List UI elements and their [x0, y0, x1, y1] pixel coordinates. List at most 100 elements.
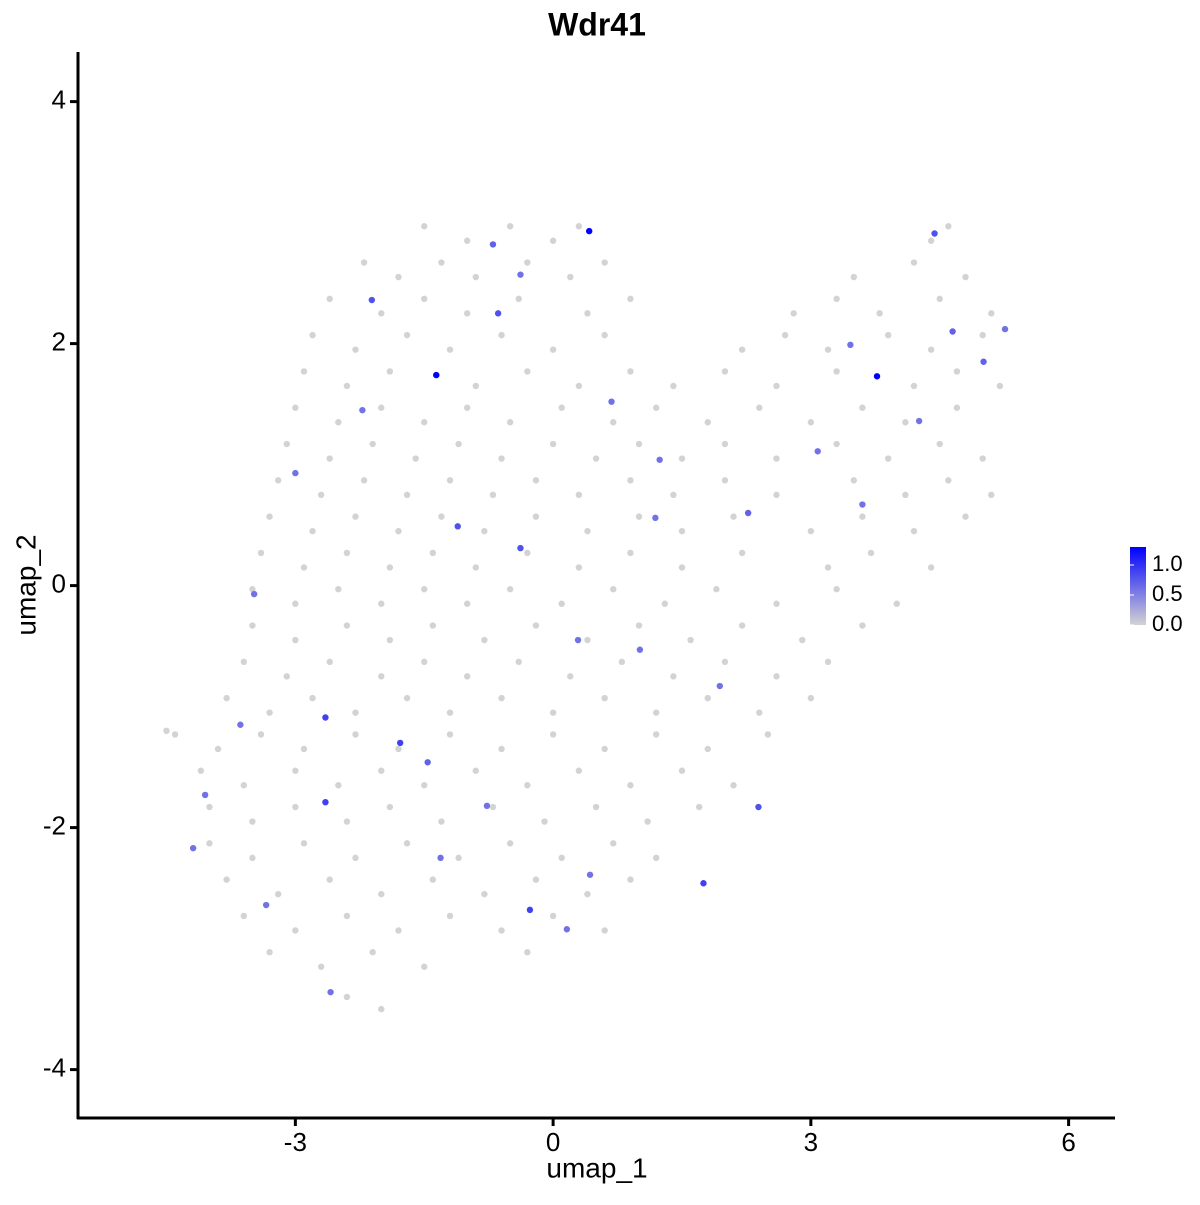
point	[962, 273, 969, 281]
point	[773, 600, 780, 607]
point	[343, 549, 351, 557]
point	[360, 259, 368, 266]
point	[936, 295, 943, 303]
point	[532, 876, 540, 883]
point	[292, 767, 299, 774]
point	[586, 871, 594, 878]
point	[927, 346, 935, 353]
point	[343, 382, 351, 390]
point	[927, 237, 935, 244]
point	[429, 876, 437, 883]
point	[575, 767, 583, 774]
point	[988, 310, 995, 317]
point	[635, 513, 643, 520]
point	[756, 709, 763, 716]
point	[541, 818, 548, 825]
point	[601, 745, 608, 753]
point	[395, 273, 402, 281]
point	[678, 455, 686, 462]
point	[463, 600, 471, 607]
point	[498, 331, 505, 339]
point	[549, 346, 557, 353]
point	[859, 513, 866, 520]
point	[558, 854, 565, 862]
point	[369, 949, 376, 956]
point	[610, 586, 617, 593]
point	[274, 890, 282, 898]
point	[343, 818, 351, 825]
point	[807, 419, 815, 426]
point	[403, 694, 411, 702]
point	[395, 927, 402, 934]
point	[713, 586, 720, 593]
point	[506, 586, 514, 593]
point	[506, 840, 514, 847]
point	[610, 419, 617, 426]
point	[266, 709, 273, 716]
y-axis-label: umap_2	[10, 534, 41, 635]
point	[532, 513, 540, 520]
point	[463, 310, 471, 317]
point	[515, 658, 522, 666]
point	[949, 328, 956, 335]
point	[915, 417, 923, 425]
point	[756, 404, 763, 411]
point	[472, 564, 479, 571]
point	[446, 731, 454, 738]
point	[335, 586, 342, 593]
point	[421, 419, 428, 426]
point	[322, 798, 329, 806]
point	[592, 803, 600, 811]
point	[257, 549, 265, 557]
point	[292, 404, 299, 411]
point	[455, 854, 462, 862]
point	[678, 527, 686, 535]
point	[421, 223, 428, 230]
point	[601, 694, 608, 702]
point	[472, 767, 479, 774]
point	[558, 600, 565, 607]
point	[438, 259, 445, 266]
point	[979, 455, 986, 462]
point	[833, 440, 840, 448]
point	[563, 926, 571, 933]
point	[524, 368, 531, 375]
point	[437, 854, 444, 862]
point	[773, 673, 780, 680]
point	[292, 469, 299, 477]
point	[481, 527, 488, 535]
point	[359, 406, 366, 414]
x-tick-label: 3	[804, 1127, 818, 1157]
point	[847, 341, 854, 349]
y-tick-label: -2	[43, 810, 66, 840]
point	[721, 477, 729, 484]
point	[996, 382, 1004, 390]
point	[343, 993, 351, 1001]
colorbar-tick-label: 0.0	[1152, 611, 1183, 636]
point	[262, 901, 270, 909]
point	[309, 694, 316, 702]
point	[171, 731, 179, 738]
point	[300, 368, 308, 375]
point	[421, 782, 428, 789]
point	[378, 404, 385, 411]
point	[446, 709, 454, 716]
point	[386, 564, 394, 571]
chart-title: Wdr41	[548, 6, 646, 42]
point	[352, 731, 359, 738]
point	[656, 456, 663, 463]
point	[953, 368, 961, 375]
point	[979, 331, 986, 339]
point	[927, 564, 935, 571]
point	[433, 371, 440, 379]
point	[807, 694, 815, 702]
point	[494, 310, 502, 317]
point	[910, 527, 918, 535]
point	[309, 527, 316, 535]
point	[859, 622, 866, 629]
point	[352, 513, 359, 520]
point	[936, 440, 943, 448]
point	[524, 549, 531, 557]
point	[526, 906, 534, 914]
point	[326, 295, 333, 303]
